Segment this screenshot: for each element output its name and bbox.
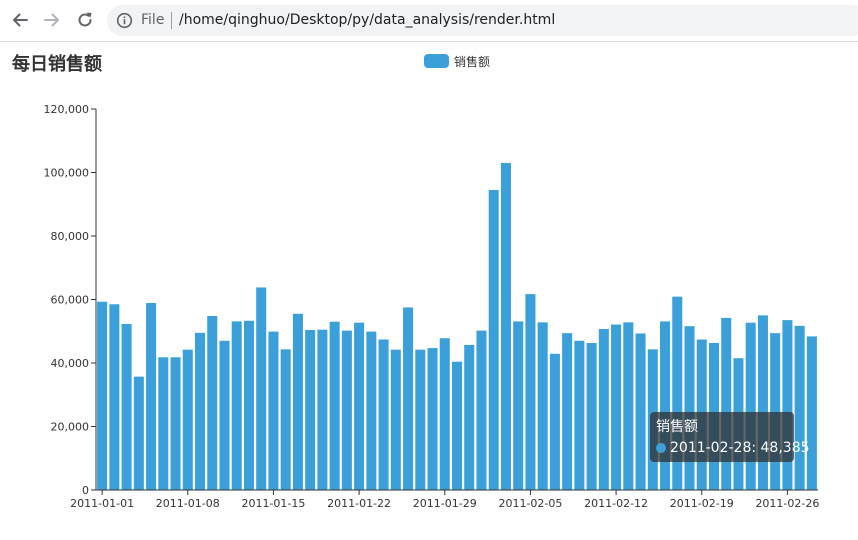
x-tick-label: 2011-02-26: [755, 497, 819, 510]
bar[interactable]: [146, 302, 157, 490]
bar[interactable]: [562, 333, 573, 490]
y-tick-label: 120,000: [44, 103, 90, 116]
legend-swatch: [424, 54, 449, 68]
bar[interactable]: [194, 332, 206, 490]
bar[interactable]: [806, 336, 817, 490]
bar[interactable]: [329, 321, 340, 490]
chart-title: 每日销售额: [12, 54, 102, 75]
bar[interactable]: [757, 315, 768, 490]
bar[interactable]: [243, 320, 254, 490]
reload-button[interactable]: [73, 8, 97, 32]
bar[interactable]: [476, 330, 487, 490]
bar[interactable]: [635, 333, 646, 490]
forward-button[interactable]: [40, 8, 64, 32]
x-tick-label: 2011-02-12: [584, 497, 648, 510]
bar[interactable]: [268, 331, 279, 490]
back-arrow-icon: [13, 13, 28, 27]
bar[interactable]: [427, 348, 438, 490]
url-text[interactable]: /home/qinghuo/Desktop/py/data_analysis/r…: [179, 12, 556, 28]
x-tick-label: 2011-01-08: [156, 497, 220, 510]
bar[interactable]: [611, 324, 622, 490]
bar[interactable]: [439, 338, 450, 490]
bar[interactable]: [660, 321, 671, 490]
bar[interactable]: [207, 316, 218, 490]
bar[interactable]: [256, 287, 267, 490]
tooltip-marker: [656, 443, 666, 453]
bar[interactable]: [341, 330, 352, 490]
bar[interactable]: [513, 321, 524, 490]
reload-icon: [78, 12, 92, 27]
address-bar[interactable]: File /home/qinghuo/Desktop/py/data_analy…: [107, 5, 858, 36]
address-separator: [171, 12, 172, 29]
bar[interactable]: [745, 322, 756, 490]
tooltip-row: 2011-02-28: 48,385: [656, 438, 810, 458]
bar[interactable]: [598, 329, 609, 490]
bar[interactable]: [672, 296, 683, 490]
bar[interactable]: [305, 329, 316, 490]
y-tick-label: 60,000: [51, 294, 90, 307]
bar[interactable]: [378, 339, 389, 490]
bar[interactable]: [219, 340, 230, 490]
bar[interactable]: [97, 301, 108, 490]
bar[interactable]: [500, 162, 511, 490]
x-tick-label: 2011-01-01: [70, 497, 134, 510]
bar[interactable]: [366, 331, 377, 490]
bar[interactable]: [549, 353, 560, 490]
x-tick-label: 2011-01-15: [241, 497, 305, 510]
bar[interactable]: [721, 317, 732, 490]
browser-toolbar: File /home/qinghuo/Desktop/py/data_analy…: [0, 0, 858, 42]
chart-legend[interactable]: 销售额: [424, 53, 490, 69]
bar[interactable]: [280, 349, 291, 490]
x-tick-label: 2011-02-05: [498, 497, 562, 510]
bar[interactable]: [133, 376, 144, 490]
file-label: File: [141, 12, 165, 28]
bar[interactable]: [317, 329, 328, 490]
bar[interactable]: [586, 342, 597, 490]
bar[interactable]: [537, 322, 548, 490]
back-button[interactable]: [8, 8, 32, 32]
y-tick-label: 0: [82, 484, 89, 497]
bar[interactable]: [390, 349, 401, 490]
bar[interactable]: [121, 323, 132, 490]
y-tick-label: 20,000: [51, 421, 90, 434]
tooltip-title: 销售额: [656, 419, 698, 435]
y-tick-label: 40,000: [51, 357, 90, 370]
bar[interactable]: [182, 349, 193, 490]
bar[interactable]: [231, 321, 242, 490]
x-tick-label: 2011-01-29: [413, 497, 477, 510]
x-tick-label: 2011-01-22: [327, 497, 391, 510]
bar[interactable]: [403, 307, 414, 490]
bar[interactable]: [292, 313, 303, 490]
y-tick-label: 80,000: [51, 230, 90, 243]
bar[interactable]: [623, 322, 634, 490]
bar[interactable]: [464, 344, 475, 490]
chart-tooltip: 销售额 2011-02-28: 48,385: [650, 412, 810, 462]
forward-arrow-icon: [44, 13, 59, 27]
bar[interactable]: [770, 333, 781, 490]
bar[interactable]: [574, 340, 585, 490]
bar[interactable]: [525, 294, 536, 490]
tooltip-value: 2011-02-28: 48,385: [670, 440, 810, 456]
x-tick-label: 2011-02-19: [670, 497, 734, 510]
bar[interactable]: [451, 361, 463, 490]
bar[interactable]: [684, 326, 695, 490]
bar[interactable]: [170, 357, 181, 490]
info-icon[interactable]: [116, 12, 133, 29]
bar[interactable]: [488, 189, 499, 490]
bar[interactable]: [109, 304, 120, 490]
y-tick-label: 100,000: [44, 167, 90, 180]
legend-label: 销售额: [454, 54, 491, 69]
bar[interactable]: [782, 320, 793, 490]
bar[interactable]: [158, 357, 169, 490]
bar[interactable]: [415, 349, 426, 490]
bar[interactable]: [354, 322, 365, 490]
bar[interactable]: [794, 325, 805, 490]
